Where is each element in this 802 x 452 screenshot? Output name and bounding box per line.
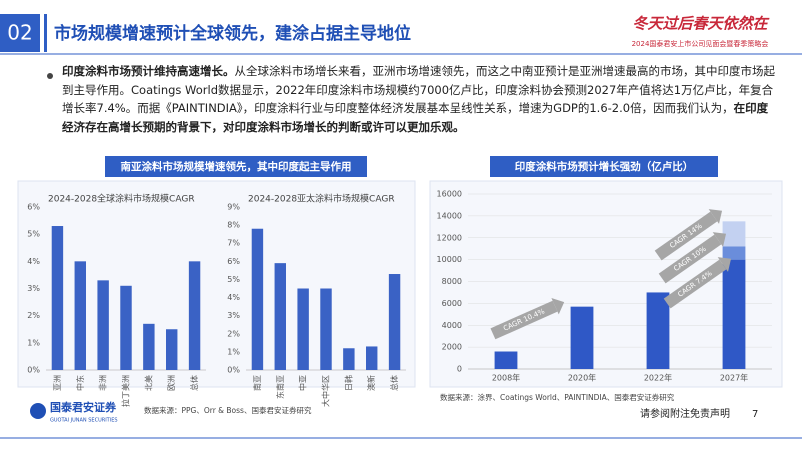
x-tick-label: 总体 [189, 375, 199, 391]
chart-title: 2024-2028亚太涂料市场规模CAGR [248, 193, 395, 205]
bar [166, 329, 178, 370]
y-tick-label: 8% [227, 221, 240, 230]
x-tick-label: 2027年 [720, 373, 748, 383]
x-tick-label: 中亚 [298, 375, 308, 391]
page-number: 7 [752, 409, 758, 420]
bar [343, 348, 355, 370]
bar-segment [646, 292, 670, 369]
logo-event: 2024国泰君安上市公司见面会暨春季策略会 [632, 39, 769, 48]
source: 数据来源：PPG、Orr & Boss、国泰君安证券研究 [144, 405, 312, 415]
annotation-arrow [490, 300, 558, 340]
y-tick-label: 6% [227, 257, 240, 266]
x-tick-label: 亚洲 [53, 375, 62, 391]
panel-title: 南亚涂料市场规模增速领先，其中印度起主导作用 [121, 160, 352, 173]
section-number: 02 [7, 21, 32, 45]
x-tick-label: 2022年 [644, 373, 672, 383]
disclaimer: 请参阅附注免责声明 [640, 407, 730, 420]
annotation-arrow [658, 234, 722, 284]
x-tick-label: 非洲 [98, 375, 108, 391]
logo-slogan: 冬天过后春天依然在 [632, 15, 770, 33]
y-tick-label: 14000 [437, 211, 462, 220]
panel-header [105, 156, 367, 177]
chart-title: 2024-2028全球涂料市场规模CAGR [48, 193, 195, 205]
bar [366, 346, 378, 370]
bar [188, 261, 201, 370]
annotation-arrow [654, 211, 718, 261]
bar [297, 288, 309, 370]
y-tick-label: 2000 [442, 343, 462, 352]
y-tick-label: 10000 [437, 255, 462, 264]
section-box [0, 14, 40, 52]
title-marker [44, 14, 47, 52]
y-tick-label: 8000 [442, 277, 462, 286]
x-tick-label: 拉丁美洲 [121, 375, 131, 407]
annotation-arrow [663, 259, 727, 309]
body-text: 从全球涂料市场增长来看，亚洲市场增速领先，而这之中南亚预计是亚洲增速最高的市场，… [62, 64, 775, 115]
y-tick-label: 12000 [437, 233, 462, 242]
x-tick-label: 东南亚 [275, 375, 285, 399]
bar [251, 228, 264, 370]
x-tick-label: 2008年 [492, 373, 520, 383]
y-tick-label: 6% [27, 203, 40, 212]
annotation-arrowhead [551, 297, 565, 315]
bullet [47, 73, 53, 79]
bar-segment [722, 259, 746, 369]
y-tick-label: 0 [457, 365, 462, 374]
annotation-arrowhead [708, 209, 723, 224]
bar [388, 274, 401, 370]
y-tick-label: 5% [227, 275, 240, 284]
bar [51, 226, 64, 370]
y-tick-label: 5% [27, 230, 40, 239]
bar [74, 261, 86, 370]
x-tick-label: 欧洲 [166, 375, 176, 391]
panel-header [490, 156, 718, 177]
y-tick-label: 6000 [442, 299, 462, 308]
y-tick-label: 16000 [437, 190, 462, 199]
paragraph: 印度涂料市场预计维持高速增长。从全球涂料市场增长来看，亚洲市场增速领先，而这之中… [62, 62, 778, 136]
y-tick-label: 2% [227, 329, 240, 338]
x-tick-label: 总体 [389, 375, 399, 391]
bar [274, 263, 286, 370]
bar [320, 288, 332, 370]
y-tick-label: 4% [227, 293, 240, 302]
annotation-arrowhead [712, 232, 727, 247]
y-tick-label: 3% [227, 311, 240, 320]
x-tick-label: 北美 [143, 375, 153, 391]
x-tick-label: 2020年 [568, 373, 596, 383]
y-tick-label: 7% [227, 239, 240, 248]
bar-segment [722, 221, 746, 247]
chart-title: 印度涂料市场预计增长强劲（亿卢比） [515, 160, 694, 173]
y-tick-label: 9% [227, 203, 240, 212]
annotation-arrowhead [717, 257, 732, 272]
x-tick-label: 南亚 [252, 375, 262, 391]
slide-title: 市场规模增速预计全球领先，建涂占据主导地位 [54, 23, 411, 44]
x-tick-label: 澳新 [366, 375, 376, 391]
y-tick-label: 1% [27, 338, 40, 347]
y-tick-label: 0% [227, 366, 240, 375]
y-tick-label: 2% [27, 311, 40, 320]
lead: 印度涂料市场预计维持高速增长。 [62, 64, 235, 78]
y-tick-label: 1% [227, 347, 240, 356]
y-tick-label: 4% [27, 257, 40, 266]
bar [97, 280, 109, 370]
source: 数据来源：涂界、Coatings World、PAINTINDIA、国泰君安证券… [440, 392, 675, 402]
bar [143, 323, 155, 370]
company-name: 国泰君安证券 [50, 400, 117, 414]
bar-segment [494, 351, 518, 369]
y-tick-label: 4000 [442, 321, 462, 330]
company-name-en: GUOTAI JUNAN SECURITIES [50, 418, 118, 424]
y-tick-label: 0% [27, 366, 40, 375]
bar-segment [570, 306, 594, 369]
x-tick-label: 大中华区 [321, 375, 331, 407]
y-tick-label: 3% [27, 284, 40, 293]
conclusion: 在印度经济存在高增长预期的背景下，对印度涂料市场增长的判断或许可以更加乐观。 [62, 101, 769, 134]
bar [120, 285, 132, 370]
x-tick-label: 日韩 [343, 375, 353, 391]
bar-segment [722, 246, 746, 260]
company-logo [30, 403, 46, 419]
x-tick-label: 中东 [75, 375, 85, 391]
